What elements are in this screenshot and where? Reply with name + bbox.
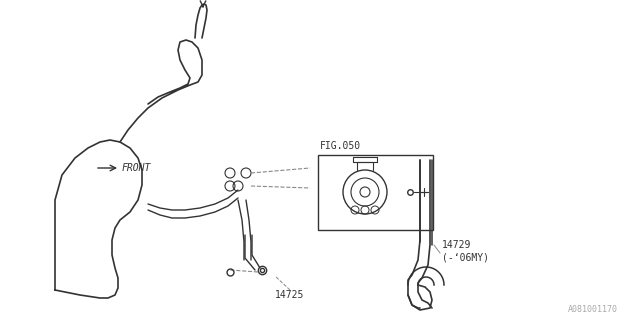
Text: A081001170: A081001170 [568,305,618,314]
Text: (-‘06MY): (-‘06MY) [442,252,489,262]
Text: FIG.050: FIG.050 [320,141,361,151]
Text: 14725: 14725 [275,290,305,300]
Text: 14729: 14729 [442,240,472,250]
Text: FRONT: FRONT [122,163,152,173]
Bar [318,155,433,230]
